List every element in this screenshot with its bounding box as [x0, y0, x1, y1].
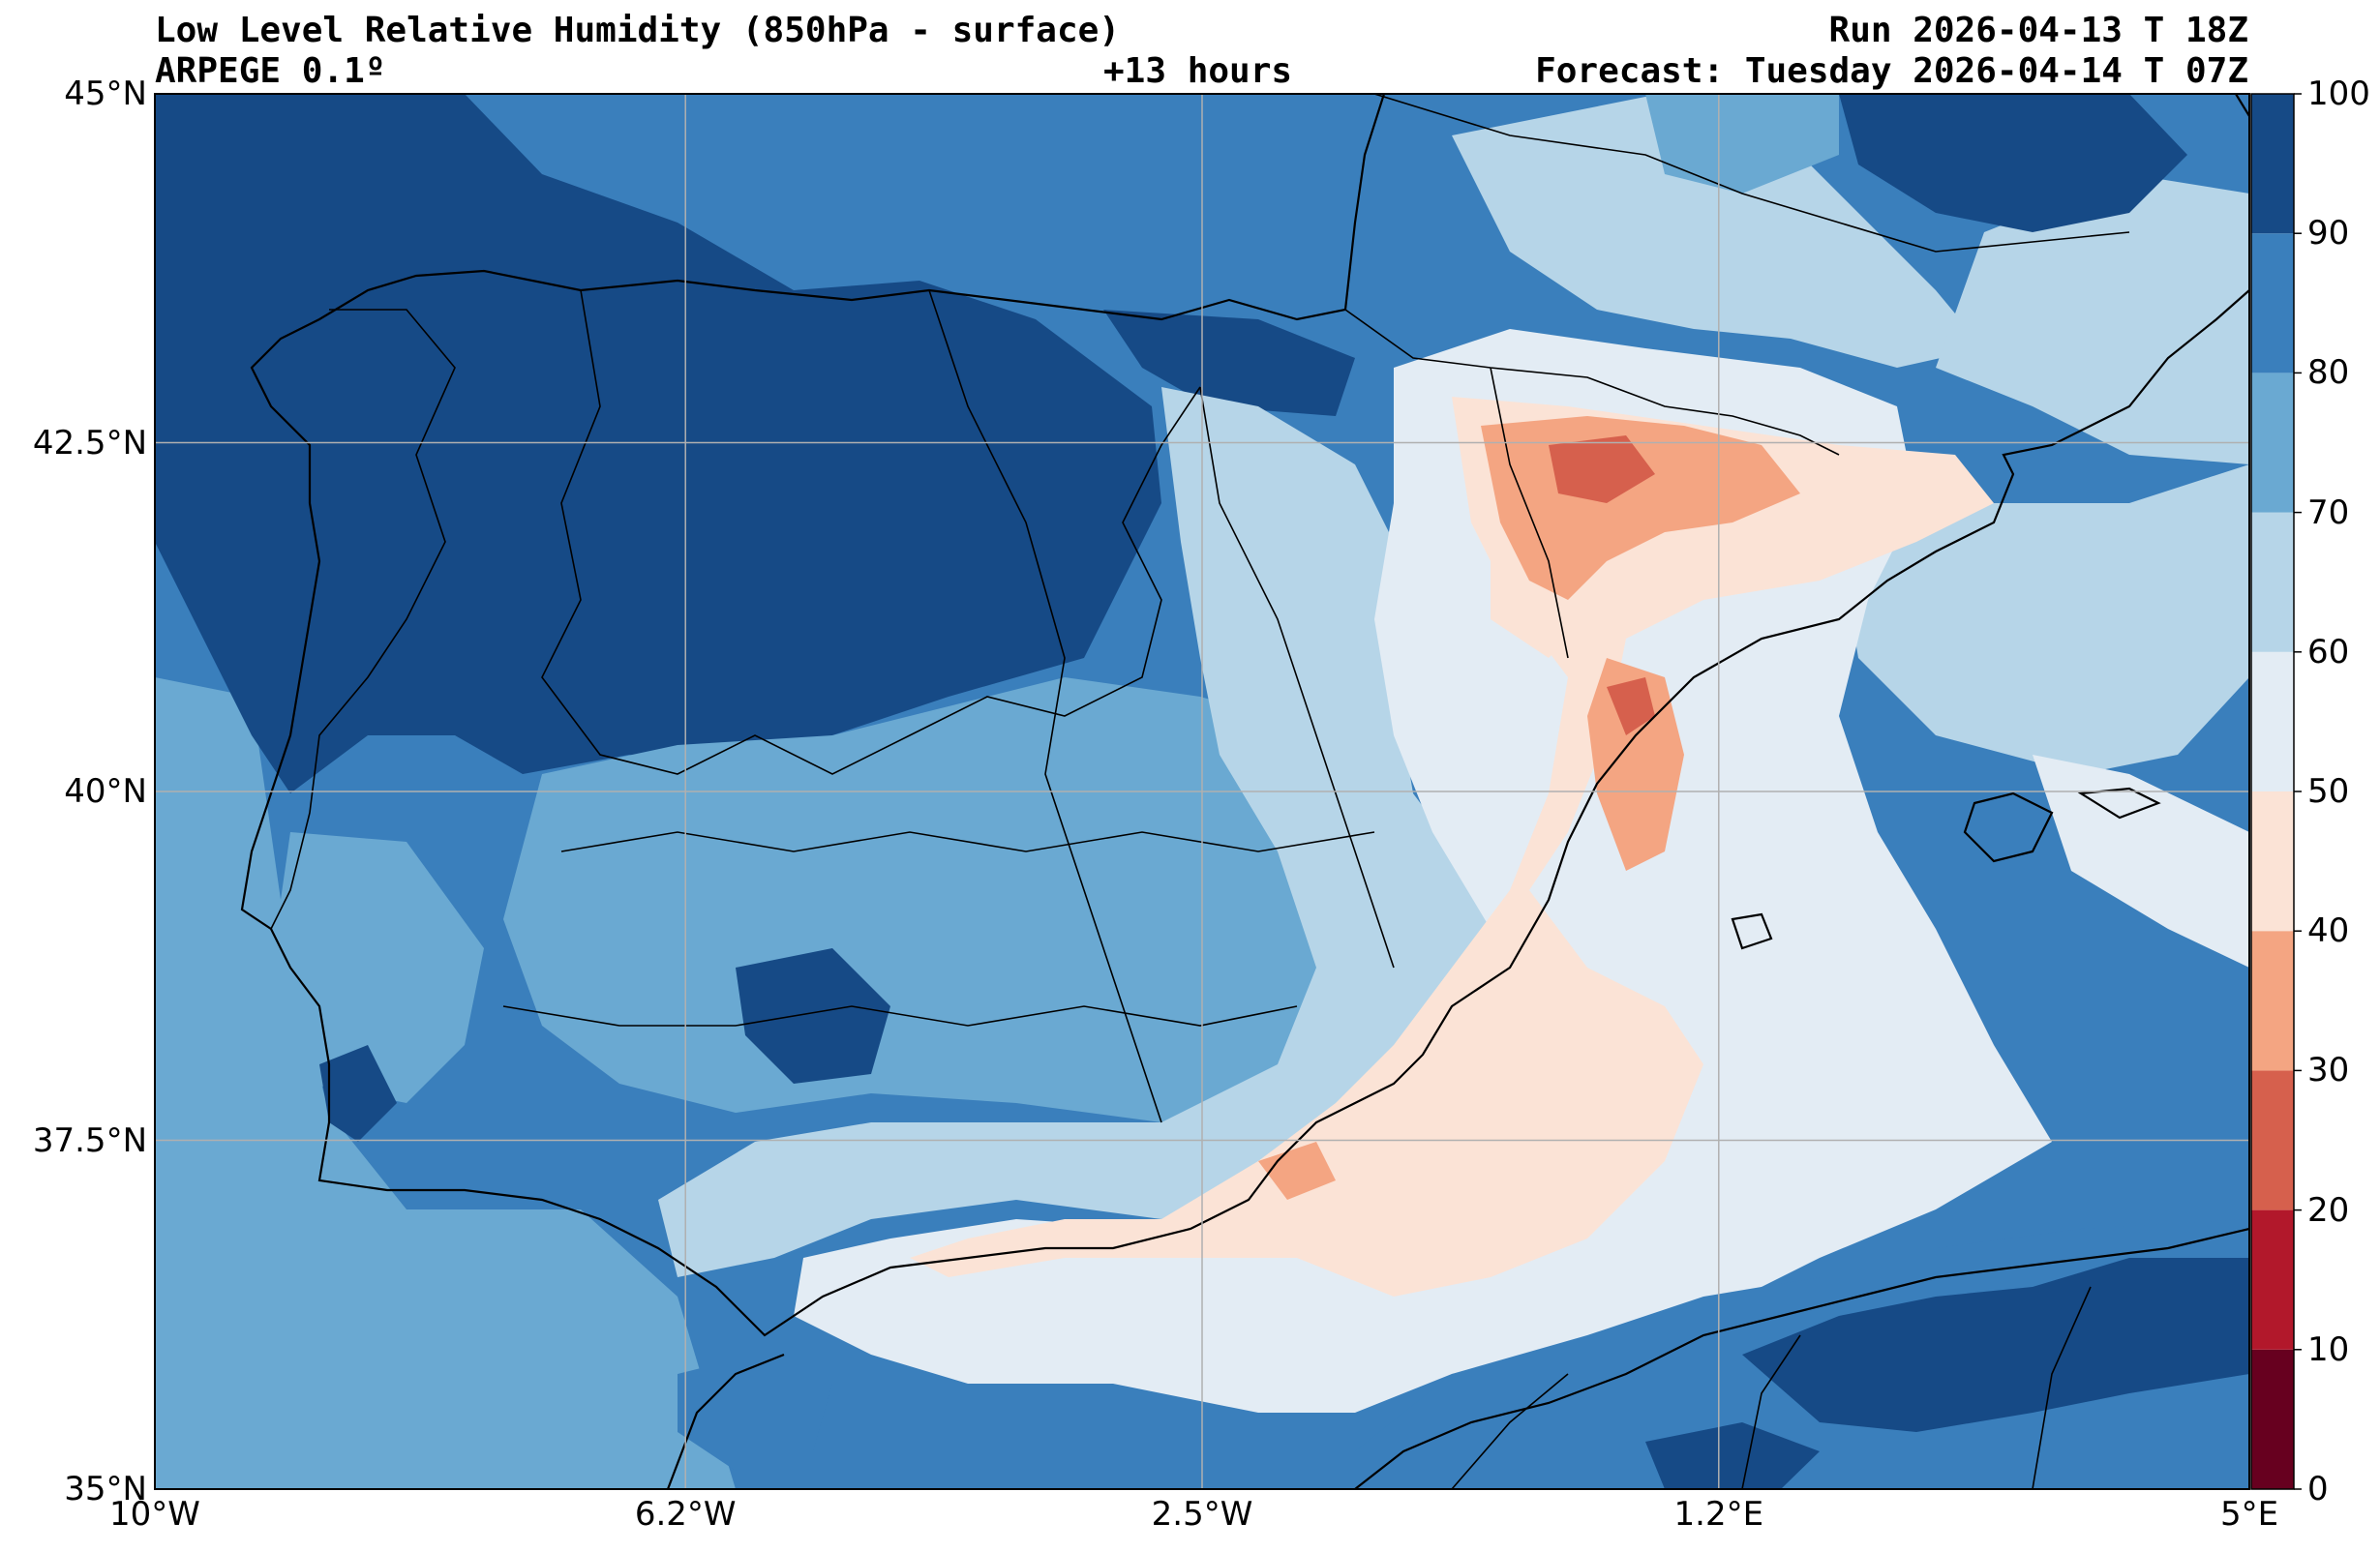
coastline-ibiza — [1731, 912, 1773, 950]
border-aragon — [1490, 367, 1569, 659]
colorbar-bin-20-30 — [2251, 1070, 2294, 1210]
colorbar — [2250, 93, 2302, 1490]
colorbar-tick-label: 60 — [2307, 632, 2350, 672]
colorbar-bin-10-20 — [2251, 1209, 2294, 1350]
forecast-valid-time: Forecast: Tuesday 2026-04-14 T 07Z — [1535, 51, 2248, 91]
colorbar-bin-50-60 — [2251, 651, 2294, 791]
x-tick-label: 5°E — [2219, 1495, 2279, 1534]
colorbar-tick-label: 10 — [2307, 1329, 2350, 1369]
run-time: Run 2026-04-13 T 18Z — [1828, 11, 2248, 50]
border-regions-vertical-2 — [1199, 386, 1395, 969]
colorbar-tick-label: 50 — [2307, 772, 2350, 811]
y-tick-label: 40°N — [64, 772, 147, 811]
rh-50-60-balearic-east — [2033, 755, 2249, 968]
x-tick-label: 1.2°E — [1673, 1495, 1764, 1534]
y-tick-label: 42.5°N — [32, 423, 147, 463]
coastline-iberia-france — [240, 94, 2249, 1337]
x-tick-label: 6.2°W — [634, 1495, 737, 1534]
colorbar-bin-60-70 — [2251, 512, 2294, 652]
border-north-africa — [1451, 1286, 2092, 1489]
y-tick-label: 35°N — [64, 1470, 147, 1508]
rh-90-100-north-africa — [1742, 1258, 2249, 1432]
y-tick-label: 45°N — [64, 75, 147, 113]
rh-90-100-algeria — [1645, 1422, 1820, 1489]
rh-60-70-gulf-lion — [1936, 174, 2249, 464]
rh-40-50-ebro-levante — [910, 397, 1994, 1297]
colorbar-tick-label: 30 — [2307, 1051, 2350, 1090]
border-spain-portugal — [270, 309, 456, 930]
colorbar-bin-90-100 — [2251, 94, 2294, 234]
rh-70-80-atlantic — [155, 677, 736, 1489]
border-france-regions — [1373, 94, 2130, 253]
y-tick-label: 37.5°N — [32, 1120, 147, 1160]
rh-60-70-band — [658, 387, 1510, 1277]
coastline-menorca — [2077, 787, 2161, 820]
rh-90-100-cantabria — [1103, 310, 1355, 416]
colorbar-bin-80-90 — [2251, 233, 2294, 373]
rh-90-100-alps — [1839, 94, 2187, 232]
rh-20-30-coast — [1607, 677, 1655, 735]
x-tick-label: 2.5°W — [1151, 1495, 1253, 1534]
borders — [270, 94, 2130, 1489]
colorbar-bin-40-50 — [2251, 791, 2294, 932]
rh-50-60-east — [794, 329, 2052, 1413]
colorbar-tick-label: 100 — [2307, 75, 2370, 113]
map-title: Low Level Relative Humidity (850hPa - su… — [155, 11, 1120, 50]
model-name: ARPEGE 0.1º — [155, 51, 386, 91]
border-regions-vertical-1 — [928, 289, 1162, 1123]
border-spain-france — [1344, 309, 1840, 456]
colorbar-bin-70-80 — [2251, 373, 2294, 513]
map-frame — [154, 93, 2250, 1490]
colorbar-bin-0-10 — [2251, 1349, 2294, 1489]
rh-90-100-sierra — [736, 948, 890, 1084]
rh-60-70-france — [1452, 97, 1984, 368]
rh-20-30-lleida — [1549, 435, 1655, 503]
colorbar-tick-label: 70 — [2307, 492, 2350, 532]
colorbar-bin-30-40 — [2251, 931, 2294, 1071]
rh-70-80-central-france — [1645, 94, 1839, 194]
border-regions-south — [502, 1005, 1298, 1027]
x-tick-label: 10°W — [109, 1495, 200, 1534]
coastline-north-africa — [1354, 1227, 2249, 1489]
rh-80-90-morocco — [678, 1355, 832, 1471]
colorbar-tick-label: 0 — [2307, 1470, 2329, 1508]
rh-60-70-mediterranean — [1839, 464, 2249, 774]
coastlines — [240, 94, 2249, 1489]
rh-90-100-portugal-south — [319, 1045, 397, 1142]
rh-70-80-central — [503, 677, 1374, 1122]
colorbar-tick-label: 40 — [2307, 911, 2350, 951]
coastline-italy — [2235, 94, 2249, 117]
colorbar-tick-label: 20 — [2307, 1190, 2350, 1230]
lead-time: +13 hours — [1103, 51, 1293, 91]
colorbar-tick-label: 80 — [2307, 353, 2350, 393]
rh-30-40-almeria — [1258, 1142, 1336, 1200]
colorbar-tick-label: 90 — [2307, 214, 2350, 254]
coastline-morocco — [666, 1353, 785, 1489]
gridlines — [155, 94, 2249, 1489]
border-regions-central — [560, 831, 1375, 852]
border-regions-north — [541, 289, 1201, 775]
coastline-mallorca — [1963, 791, 2054, 863]
